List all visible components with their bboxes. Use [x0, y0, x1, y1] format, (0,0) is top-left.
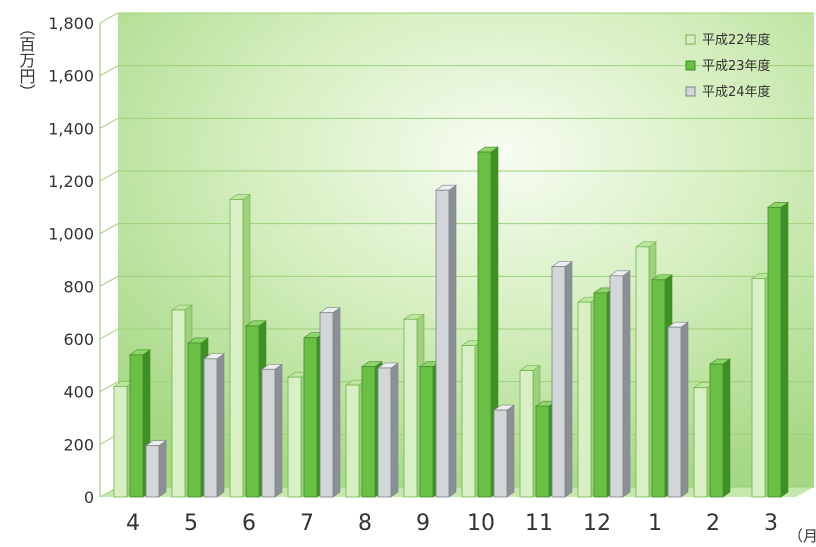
x-tick-label: 2	[706, 511, 720, 536]
x-tick-label: 10	[467, 511, 495, 536]
y-tick-label: 200	[63, 435, 94, 454]
bar	[551, 261, 573, 498]
legend-swatch-0	[685, 34, 696, 45]
y-tick-label: 1,000	[48, 225, 94, 244]
legend-label-2: 平成24年度	[702, 84, 771, 100]
bar	[145, 440, 167, 498]
y-tick-label: 800	[63, 277, 94, 296]
x-axis-ticks: 4 5 6 7 8 9 10 11 12 1 2 3	[126, 511, 778, 536]
bar	[203, 353, 225, 498]
y-unit-label: （百万円）	[17, 20, 36, 100]
x-tick-label: 1	[648, 511, 662, 536]
y-tick-label: 1,800	[48, 14, 94, 33]
gridline	[99, 223, 814, 235]
bar	[667, 321, 689, 498]
x-tick-label: 3	[764, 511, 778, 536]
legend-label-0: 平成22年度	[702, 32, 771, 48]
bar	[767, 201, 789, 498]
legend: 平成22年度 平成23年度 平成24年度	[685, 32, 771, 100]
x-tick-label: 6	[242, 511, 256, 536]
bar	[261, 363, 283, 498]
bar	[609, 270, 631, 498]
legend-swatch-2	[685, 86, 696, 97]
y-tick-label: 1,200	[48, 172, 94, 191]
bars	[113, 146, 789, 498]
gridline	[99, 170, 814, 182]
bar	[709, 358, 731, 498]
x-tick-label: 8	[358, 511, 372, 536]
x-unit-label: （月	[788, 527, 816, 545]
bar	[493, 404, 515, 498]
bar	[377, 362, 399, 498]
x-tick-label: 11	[525, 511, 553, 536]
y-axis-ticks: 0 200 400 600 800 1,000 1,200 1,400 1,600 1,800	[48, 14, 94, 507]
y-tick-label: 0	[84, 488, 94, 507]
y-tick-label: 1,400	[48, 119, 94, 138]
x-tick-label: 7	[300, 511, 314, 536]
gridline	[99, 12, 814, 24]
x-tick-label: 4	[126, 511, 140, 536]
x-tick-label: 12	[583, 511, 611, 536]
y-tick-label: 1,600	[48, 67, 94, 86]
x-tick-label: 9	[416, 511, 430, 536]
bar	[319, 307, 341, 498]
y-tick-label: 400	[63, 383, 94, 402]
gridline	[99, 117, 814, 129]
legend-swatch-1	[685, 60, 696, 71]
gridline	[99, 275, 814, 287]
x-tick-label: 5	[184, 511, 198, 536]
bar	[435, 184, 457, 498]
legend-label-1: 平成23年度	[702, 58, 771, 74]
gridline	[99, 65, 814, 77]
y-tick-label: 600	[63, 330, 94, 349]
